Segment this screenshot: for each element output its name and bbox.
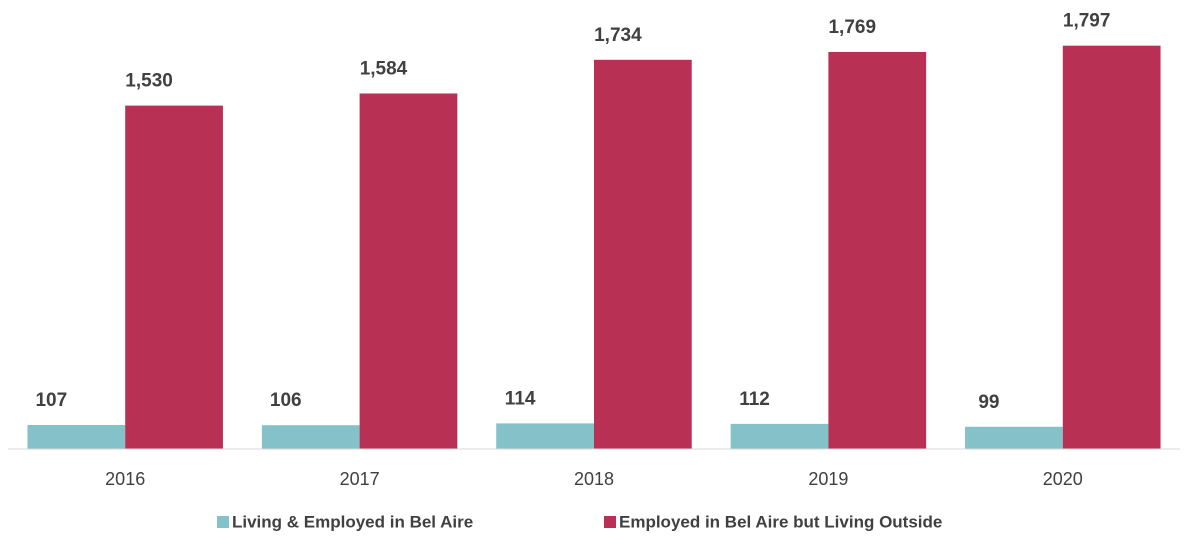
legend-swatch [604, 516, 616, 528]
data-label: 112 [739, 389, 770, 410]
bar [730, 423, 829, 449]
bar [125, 105, 223, 449]
bar [594, 59, 692, 450]
x-tick-label: 2020 [1043, 469, 1083, 489]
bar [27, 424, 126, 449]
bar [828, 51, 927, 450]
bar [496, 423, 594, 449]
data-label: 1,734 [594, 25, 642, 46]
legend-label: Employed in Bel Aire but Living Outside [619, 512, 942, 531]
data-label: 99 [978, 392, 999, 413]
x-tick-label: 2018 [574, 469, 614, 489]
data-label: 1,769 [828, 17, 876, 38]
data-label: 1,797 [1063, 11, 1111, 32]
data-label: 1,584 [360, 58, 408, 79]
bar [261, 425, 360, 449]
legend-swatch [217, 516, 229, 528]
x-tick-label: 2019 [808, 469, 848, 489]
bar [359, 93, 458, 449]
bar [965, 426, 1063, 449]
legend-label: Living & Employed in Bel Aire [232, 512, 473, 531]
data-label: 107 [35, 390, 67, 411]
data-label: 1,530 [125, 71, 173, 92]
data-label: 106 [270, 390, 302, 411]
data-label: 114 [505, 388, 536, 409]
x-tick-label: 2017 [340, 469, 380, 489]
x-tick-label: 2016 [105, 469, 145, 489]
bar [1062, 45, 1161, 449]
